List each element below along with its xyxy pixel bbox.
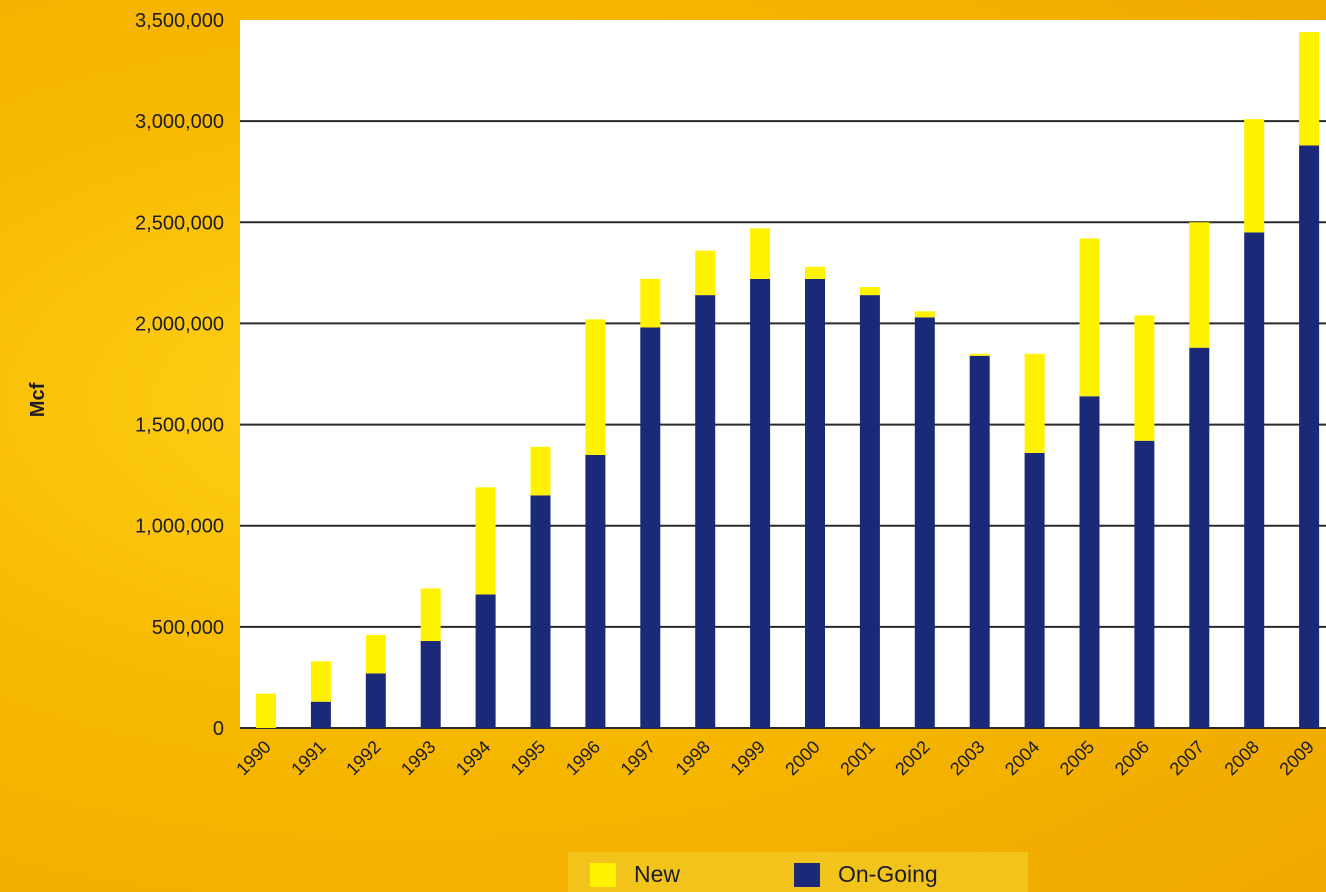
bar-new-2006 [1134,315,1155,441]
bar-new-2005 [1079,238,1100,397]
x-tick-label: 1990 [232,737,274,779]
bar-ongoing-1994 [475,594,496,728]
x-tick-label: 1999 [726,737,768,779]
x-tick-label: 2007 [1166,737,1208,779]
x-tick-label: 2004 [1001,737,1043,779]
bar-ongoing-1991 [310,701,331,728]
bar-new-2008 [1244,119,1265,233]
bar-ongoing-1998 [695,295,716,728]
x-tick-label: 2009 [1275,737,1317,779]
bar-new-1994 [475,487,496,595]
bar-new-2009 [1299,32,1320,146]
bar-new-1990 [256,693,276,728]
legend-swatch-ongoing [794,862,820,887]
bar-chart: 0 500,000 1,000,000 1,500,000 2,000,000 2,500… [27,10,1326,779]
y-axis-label: Mcf [27,382,49,417]
bar-ongoing-2004 [1024,452,1045,728]
bar-new-1993 [420,588,441,642]
x-tick-label: 2003 [946,737,988,779]
bar-new-1997 [640,278,661,328]
x-tick-label: 2001 [836,737,878,779]
x-tick-label: 1998 [672,737,714,779]
bar-ongoing-2008 [1244,232,1265,728]
x-tick-label: 2006 [1111,737,1153,779]
x-tick-label: 1997 [617,737,659,779]
y-tick-label: 500,000 [152,617,224,639]
y-tick-labels: 0 500,000 1,000,000 1,500,000 2,000,000 2,500… [135,10,224,740]
bar-ongoing-1999 [750,278,771,728]
bar-new-2002 [914,311,935,318]
x-tick-label: 1992 [342,737,384,779]
bar-new-1998 [695,250,716,296]
bar-ongoing-2005 [1079,396,1100,728]
x-tick-label: 1994 [452,737,494,779]
y-tick-label: 3,000,000 [135,111,224,133]
bar-ongoing-1995 [530,495,551,728]
y-tick-label: 2,000,000 [135,313,224,335]
bar-layer [256,32,1320,729]
x-tick-label: 1991 [287,737,329,779]
chart-legend: New On-Going [568,852,1028,892]
bar-new-1992 [365,634,386,674]
bar-new-2001 [859,287,880,296]
y-tick-label: 1,500,000 [135,415,224,437]
y-tick-label: 2,500,000 [135,212,224,234]
legend-item-new: New [590,861,680,888]
legend-label-new: New [634,861,681,887]
legend-item-ongoing: On-Going [794,861,938,888]
bar-ongoing-2000 [805,278,825,728]
y-tick-label: 1,000,000 [135,516,224,538]
bar-ongoing-2007 [1189,347,1210,728]
bar-new-2007 [1189,222,1210,348]
bar-ongoing-1996 [585,454,606,728]
x-tick-label: 2000 [781,737,823,779]
x-tick-label: 2002 [891,737,933,779]
x-tick-labels: 1990 1991 1992 1993 1994 1995 1996 1997 1998 1999… [232,737,1318,779]
bar-ongoing-2001 [859,295,880,728]
plot-area [240,20,1326,728]
bar-ongoing-1993 [420,641,441,728]
legend-label-ongoing: On-Going [838,861,938,887]
bar-new-2003 [969,353,990,356]
bar-new-1991 [310,661,331,702]
bar-new-1999 [750,228,771,279]
x-tick-label: 2008 [1221,737,1263,779]
x-tick-label: 1996 [562,737,604,779]
x-tick-label: 2005 [1056,737,1098,779]
x-tick-label: 1993 [397,737,439,779]
legend-swatch-new [590,862,616,887]
x-tick-label: 1995 [507,737,549,779]
bar-ongoing-2002 [914,317,935,728]
y-tick-label: 0 [213,718,224,740]
y-tick-label: 3,500,000 [135,10,224,32]
bar-new-2000 [805,266,825,279]
bar-ongoing-1997 [640,327,661,728]
bar-new-2004 [1024,353,1045,453]
bar-ongoing-2006 [1134,440,1155,728]
bar-new-1995 [530,446,551,496]
bar-ongoing-1992 [365,673,386,728]
bar-ongoing-2003 [969,355,990,728]
bar-ongoing-2009 [1299,145,1320,729]
bar-new-1996 [585,319,606,455]
